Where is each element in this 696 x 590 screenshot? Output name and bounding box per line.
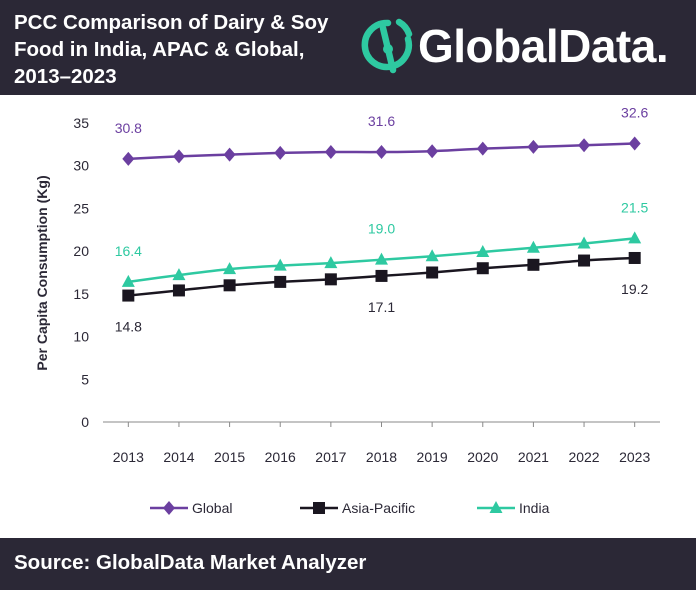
data-point-india — [425, 249, 439, 262]
data-point-global — [375, 145, 388, 160]
globaldata-logo-icon — [361, 18, 413, 74]
data-point-asia-pacific — [527, 258, 540, 271]
legend-item-global: Global — [150, 500, 232, 516]
data-label-india: 19.0 — [368, 221, 395, 237]
data-label-asia-pacific: 14.8 — [115, 319, 142, 335]
y-tick-label: 15 — [73, 286, 89, 302]
x-tick-label: 2019 — [417, 449, 448, 465]
y-tick-label: 0 — [81, 414, 89, 430]
legend-label: Asia-Pacific — [342, 500, 415, 516]
data-point-india — [628, 231, 642, 244]
y-tick-label: 5 — [81, 371, 89, 387]
x-tick-label: 2022 — [568, 449, 599, 465]
data-point-asia-pacific — [426, 266, 439, 279]
data-point-india — [476, 244, 490, 257]
data-point-global — [274, 145, 287, 160]
data-labels-layer: 30.8 31.6 32.6 14.8 17.1 19.2 16.4 19.0 21.5 — [115, 105, 649, 335]
data-label-asia-pacific: 17.1 — [368, 299, 395, 315]
data-point-global — [426, 144, 439, 159]
y-tick-label: 35 — [73, 115, 89, 131]
globaldata-logo-text: GlobalData. — [418, 20, 669, 72]
x-tick-label: 2021 — [518, 449, 549, 465]
y-axis-ticks: 0 5 10 15 20 25 30 35 — [73, 115, 89, 430]
x-tick-label: 2020 — [467, 449, 498, 465]
data-point-india — [273, 258, 287, 271]
data-point-global — [223, 147, 236, 162]
legend-item-india: India — [477, 500, 550, 516]
data-point-india — [526, 240, 540, 253]
y-tick-label: 25 — [73, 200, 89, 216]
data-point-global — [172, 149, 185, 164]
legend-swatch-marker — [313, 502, 325, 514]
footer-banner: Source: GlobalData Market Analyzer — [0, 538, 696, 590]
y-axis-title: Per Capita Consumption (Kg) — [34, 175, 50, 370]
data-point-india — [172, 268, 186, 281]
source-note: Source: GlobalData Market Analyzer — [14, 551, 367, 574]
data-label-india: 21.5 — [621, 199, 648, 215]
data-point-asia-pacific — [274, 275, 287, 288]
y-tick-label: 10 — [73, 329, 89, 345]
y-tick-label: 30 — [73, 158, 89, 174]
data-point-asia-pacific — [628, 251, 641, 264]
data-label-global: 30.8 — [115, 120, 142, 136]
chart-title-line-3: 2013–2023 — [14, 65, 117, 88]
globaldata-logo: GlobalData. — [358, 14, 688, 80]
legend: Global Asia-Pacific India — [150, 500, 550, 516]
data-point-india — [223, 262, 237, 275]
x-tick-label: 2018 — [366, 449, 397, 465]
data-label-india: 16.4 — [115, 243, 142, 259]
y-tick-label: 20 — [73, 243, 89, 259]
data-point-asia-pacific — [375, 269, 388, 282]
legend-label: Global — [192, 500, 232, 516]
chart-title-line-2: Food in India, APAC & Global, — [14, 38, 305, 61]
x-tick-label: 2017 — [315, 449, 346, 465]
x-tick-label: 2016 — [265, 449, 296, 465]
data-point-asia-pacific — [223, 279, 236, 292]
legend-item-asia-pacific: Asia-Pacific — [300, 500, 415, 516]
data-point-asia-pacific — [578, 254, 591, 267]
chart-title: PCC Comparison of Dairy & Soy Food in In… — [14, 9, 374, 90]
data-label-asia-pacific: 19.2 — [621, 281, 648, 297]
x-tick-label: 2013 — [113, 449, 144, 465]
data-point-india — [375, 252, 388, 265]
chart-title-line-1: PCC Comparison of Dairy & Soy — [14, 11, 329, 34]
x-tick-label: 2015 — [214, 449, 245, 465]
data-point-asia-pacific — [172, 284, 185, 297]
legend-label: India — [519, 500, 550, 516]
data-point-india — [577, 236, 591, 249]
data-point-asia-pacific — [122, 289, 135, 302]
data-label-global: 32.6 — [621, 105, 648, 121]
data-point-asia-pacific — [324, 273, 337, 286]
legend-swatch-marker — [163, 501, 175, 515]
x-tick-label: 2014 — [163, 449, 194, 465]
data-point-asia-pacific — [476, 262, 489, 275]
x-axis-ticks: 2013 2014 2015 2016 2017 2018 2019 2020 2021 2022… — [113, 422, 650, 465]
data-label-global: 31.6 — [368, 113, 395, 129]
header-banner: PCC Comparison of Dairy & Soy Food in In… — [0, 0, 696, 95]
data-point-global — [628, 136, 641, 151]
data-point-india — [121, 274, 135, 287]
data-point-india — [324, 256, 338, 269]
data-point-global — [527, 139, 540, 154]
data-point-global — [578, 138, 591, 153]
data-point-global — [122, 151, 135, 166]
line-chart: Per Capita Consumption (Kg) 0 5 10 15 20 25 30… — [34, 105, 660, 516]
data-point-global — [476, 141, 489, 156]
series-layer — [121, 136, 642, 302]
legend-swatch-marker — [489, 501, 503, 513]
x-tick-label: 2023 — [619, 449, 650, 465]
data-point-global — [324, 145, 337, 160]
